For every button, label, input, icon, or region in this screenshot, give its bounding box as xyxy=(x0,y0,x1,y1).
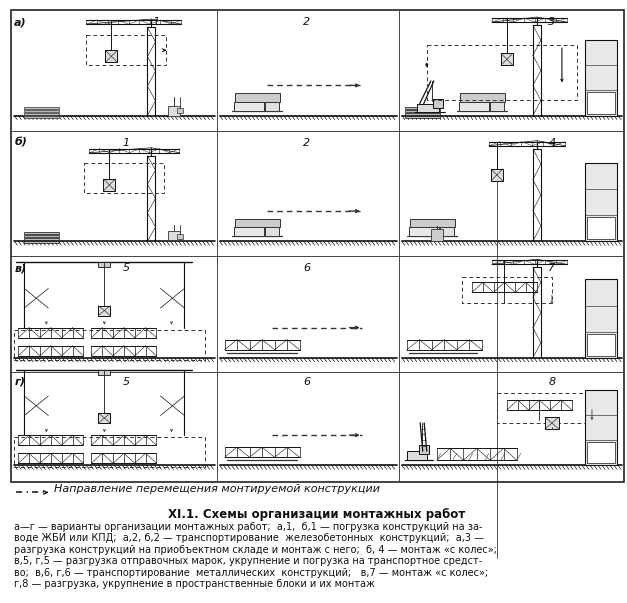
Text: 7: 7 xyxy=(549,264,556,273)
Text: Направление перемещения монтируемой конструкции: Направление перемещения монтируемой конс… xyxy=(55,484,381,494)
Bar xyxy=(11,10,624,482)
Bar xyxy=(98,262,110,267)
Bar xyxy=(405,113,440,115)
Bar xyxy=(405,110,440,112)
Bar xyxy=(409,227,439,236)
Text: г,8 — разгрузка, укрупнение в пространственные блоки и их монтаж: г,8 — разгрузка, укрупнение в пространст… xyxy=(14,579,375,589)
Bar xyxy=(103,179,115,191)
Bar xyxy=(545,417,559,429)
Text: 5: 5 xyxy=(123,377,130,387)
Text: а—г — варианты организации монтажных работ;  а,1,  б,1 — погрузка конструкций на: а—г — варианты организации монтажных раб… xyxy=(14,522,483,532)
Text: 2: 2 xyxy=(303,137,310,148)
Bar xyxy=(234,93,280,101)
Text: XI.1. Схемы организации монтажных работ: XI.1. Схемы организации монтажных работ xyxy=(168,508,465,520)
Bar xyxy=(233,227,263,236)
Text: воде ЖБИ или КПД;  а,2, б,2 — транспортирование  железобетонных  конструкций;  а: воде ЖБИ или КПД; а,2, б,2 — транспортир… xyxy=(14,533,484,543)
Text: 4: 4 xyxy=(549,137,556,148)
Bar xyxy=(490,101,504,110)
Bar xyxy=(410,219,455,227)
Text: во;  в,6, г,6 — транспортирование  металлических  конструкций;   в,7 — монтаж «с: во; в,6, г,6 — транспортирование металли… xyxy=(14,568,488,578)
Bar xyxy=(419,445,429,454)
Bar xyxy=(405,107,440,109)
Text: в,5, г,5 — разгрузка отправочных марок, укрупнение и погрузка на транспортное ср: в,5, г,5 — разгрузка отправочных марок, … xyxy=(14,556,483,566)
Bar xyxy=(405,116,440,118)
Bar xyxy=(587,92,615,113)
Bar xyxy=(265,101,278,110)
Bar xyxy=(585,279,617,358)
Text: 8: 8 xyxy=(549,377,556,387)
Bar xyxy=(24,110,60,112)
Text: в): в) xyxy=(14,264,26,273)
Bar xyxy=(459,101,489,110)
Bar xyxy=(169,231,181,240)
Bar xyxy=(585,40,617,116)
Text: 6: 6 xyxy=(303,264,310,273)
Bar xyxy=(24,116,60,118)
Bar xyxy=(587,442,615,463)
Bar xyxy=(501,53,513,65)
Bar xyxy=(98,413,110,423)
Bar xyxy=(177,234,184,239)
Bar xyxy=(491,169,503,181)
Bar xyxy=(440,226,454,236)
Bar xyxy=(24,107,60,109)
Bar xyxy=(585,390,617,466)
Bar xyxy=(98,306,110,315)
Bar xyxy=(24,238,60,240)
Bar xyxy=(460,93,505,101)
Bar xyxy=(24,241,60,243)
Bar xyxy=(433,99,443,107)
Text: 3: 3 xyxy=(549,17,556,27)
Bar xyxy=(24,113,60,115)
Bar xyxy=(407,451,427,460)
Bar xyxy=(98,370,110,375)
Text: 2: 2 xyxy=(303,17,310,27)
Bar xyxy=(585,163,617,241)
Bar xyxy=(24,232,60,234)
Text: а): а) xyxy=(14,17,27,27)
Text: 6: 6 xyxy=(303,377,310,387)
Bar xyxy=(233,101,263,110)
Text: г): г) xyxy=(14,377,25,387)
Bar xyxy=(105,50,117,62)
Text: 5: 5 xyxy=(123,264,130,273)
Bar xyxy=(587,333,615,356)
Text: б): б) xyxy=(14,137,27,148)
Bar xyxy=(265,226,278,236)
Bar xyxy=(177,107,184,113)
Bar xyxy=(417,104,439,112)
Bar xyxy=(169,106,181,116)
Bar xyxy=(587,217,615,239)
Text: разгрузка конструкций на приобъектном складе и монтаж с него;  б, 4 — монтаж «с : разгрузка конструкций на приобъектном ск… xyxy=(14,545,497,555)
Bar xyxy=(24,235,60,237)
Bar xyxy=(431,229,443,241)
Text: 1: 1 xyxy=(123,137,130,148)
Bar xyxy=(234,219,280,227)
Text: 1: 1 xyxy=(153,17,160,27)
